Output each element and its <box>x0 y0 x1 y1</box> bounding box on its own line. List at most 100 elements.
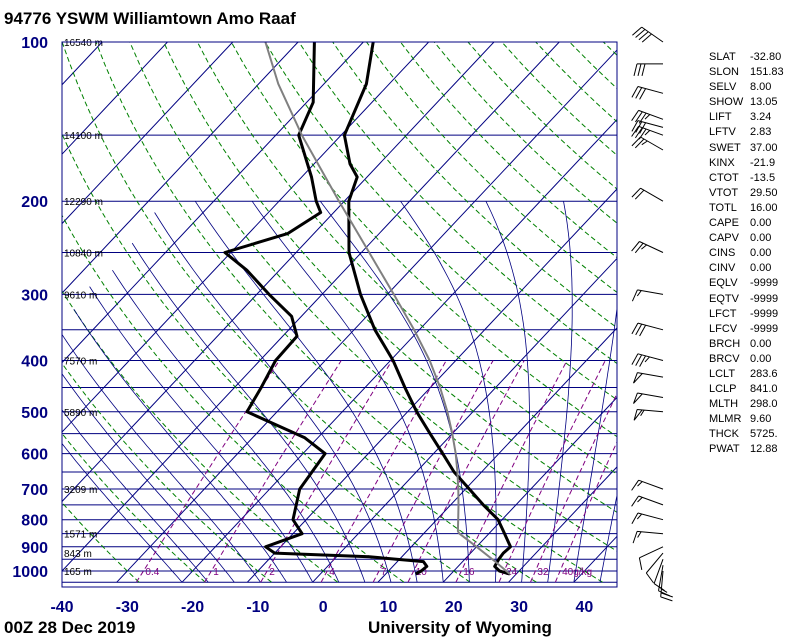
index-row: MLMR 9.60 <box>709 412 794 427</box>
index-value: 5725. <box>750 428 778 441</box>
mixing-ratio-lines <box>135 360 617 583</box>
moist-adiabat-line <box>73 308 287 583</box>
pressure-tick-label: 100 <box>21 35 48 52</box>
mixing-ratio-line <box>260 360 393 583</box>
index-value: -21.9 <box>750 156 776 169</box>
index-row: CAPV 0.00 <box>709 231 794 246</box>
wind-barb <box>632 530 664 544</box>
mixing-ratio-line <box>554 440 617 583</box>
plot-frame <box>61 41 618 588</box>
isotherm-line <box>508 466 617 583</box>
dry-adiabat-line <box>95 42 603 583</box>
index-value: 0.00 <box>750 337 772 350</box>
dry-adiabat-line <box>62 42 537 583</box>
index-value: 0.00 <box>750 247 772 260</box>
mixing-ratio-label: 4 <box>329 567 335 578</box>
pressure-tick-label: 200 <box>21 194 48 211</box>
dewpoint-profile <box>223 42 429 576</box>
mixing-ratio-line <box>455 360 568 583</box>
index-value: -9999 <box>750 292 779 305</box>
stability-indices-panel: SLAT -32.80 SLON 151.83 SELV 8.00 SHOW 13.05 LIF… <box>709 50 794 458</box>
moist-adiabat-lines <box>62 200 617 583</box>
pressure-axis-labels: 100 200 300 400 500 600 700 800 900 1000 <box>12 35 48 581</box>
index-value: 0.00 <box>750 262 772 275</box>
index-value: 0.00 <box>750 217 772 230</box>
index-value: 298.0 <box>750 398 778 411</box>
height-label: 1571 m <box>64 530 97 541</box>
index-row: VTOT 29.50 <box>709 186 794 201</box>
temperature-tick-label: -40 <box>50 599 73 616</box>
moist-adiabat-line <box>131 242 366 583</box>
index-row: THCK 5725. <box>709 427 794 442</box>
index-value: 37.00 <box>750 141 778 154</box>
isotherm-line <box>62 42 299 294</box>
height-label: 165 m <box>64 567 92 578</box>
height-label: 843 m <box>64 549 92 560</box>
index-name: SWET <box>709 141 741 154</box>
moist-adiabat-line <box>154 212 392 583</box>
index-value: 0.00 <box>750 232 772 245</box>
index-row: KINX -21.9 <box>709 156 794 171</box>
index-row: EQLV -9999 <box>709 276 794 291</box>
mixing-ratio-label: 16 <box>463 567 475 578</box>
index-name: PWAT <box>709 443 740 456</box>
index-value: -9999 <box>750 277 779 290</box>
moist-adiabat-line <box>599 493 617 583</box>
wind-barb <box>631 289 664 302</box>
mixing-ratio-line <box>204 360 342 583</box>
index-name: TOTL <box>709 201 737 214</box>
temperature-tick-label: 10 <box>380 599 398 616</box>
index-row: PWAT 12.88 <box>709 442 794 457</box>
wind-barb <box>631 495 664 507</box>
index-row: LFCV -9999 <box>709 322 794 337</box>
index-value: 283.6 <box>750 367 778 380</box>
index-value: 16.00 <box>750 201 778 214</box>
index-row: SLAT -32.80 <box>709 50 794 65</box>
isotherm-line <box>62 42 364 364</box>
dry-adiabat-line <box>62 214 405 583</box>
index-value: -32.80 <box>750 51 782 63</box>
source-label: University of Wyoming <box>368 618 552 637</box>
index-name: VTOT <box>709 186 739 199</box>
index-name: THCK <box>709 428 739 441</box>
wind-barb <box>631 136 664 151</box>
index-name: LFCV <box>709 322 738 335</box>
index-name: BRCV <box>709 352 740 365</box>
height-label: 5890 m <box>64 408 97 419</box>
mixing-ratio-label: 32 <box>537 567 549 578</box>
wind-barb <box>631 120 664 134</box>
mixing-ratio-label: 0.4 <box>145 567 159 578</box>
dry-adiabat-line <box>62 290 339 583</box>
index-row: CAPE 0.00 <box>709 216 794 231</box>
pressure-tick-label: 500 <box>21 405 48 422</box>
wind-barb <box>660 570 673 602</box>
mixing-ratio-line <box>407 360 525 583</box>
wind-barb <box>631 479 664 491</box>
wind-barb <box>631 125 664 140</box>
index-row: SWET 37.00 <box>709 141 794 156</box>
temperature-profile <box>342 42 512 576</box>
index-name: SLON <box>709 66 739 79</box>
isotherm-line <box>62 42 234 225</box>
wind-barb <box>631 109 664 124</box>
wind-barb <box>631 241 664 254</box>
height-label: 14100 m <box>64 131 103 142</box>
dry-adiabat-line <box>163 42 617 513</box>
height-label: 10840 m <box>64 249 103 260</box>
time-label: 00Z 28 Dec 2019 <box>4 618 135 637</box>
wind-barb <box>653 559 665 592</box>
index-name: BRCH <box>709 337 741 350</box>
dry-adiabat-line <box>230 42 617 438</box>
index-name: LFTV <box>709 126 736 139</box>
index-row: LCLP 841.0 <box>709 382 794 397</box>
index-name: CAPE <box>709 217 739 230</box>
isotherm-line <box>62 42 430 433</box>
temperature-tick-label: -10 <box>246 599 269 616</box>
index-value: 13.05 <box>750 96 778 109</box>
index-row: EQTV -9999 <box>709 292 794 307</box>
index-name: CINV <box>709 262 736 275</box>
temperature-tick-label: -20 <box>181 599 204 616</box>
dry-adiabat-lines <box>62 42 617 583</box>
index-name: LIFT <box>709 111 732 124</box>
